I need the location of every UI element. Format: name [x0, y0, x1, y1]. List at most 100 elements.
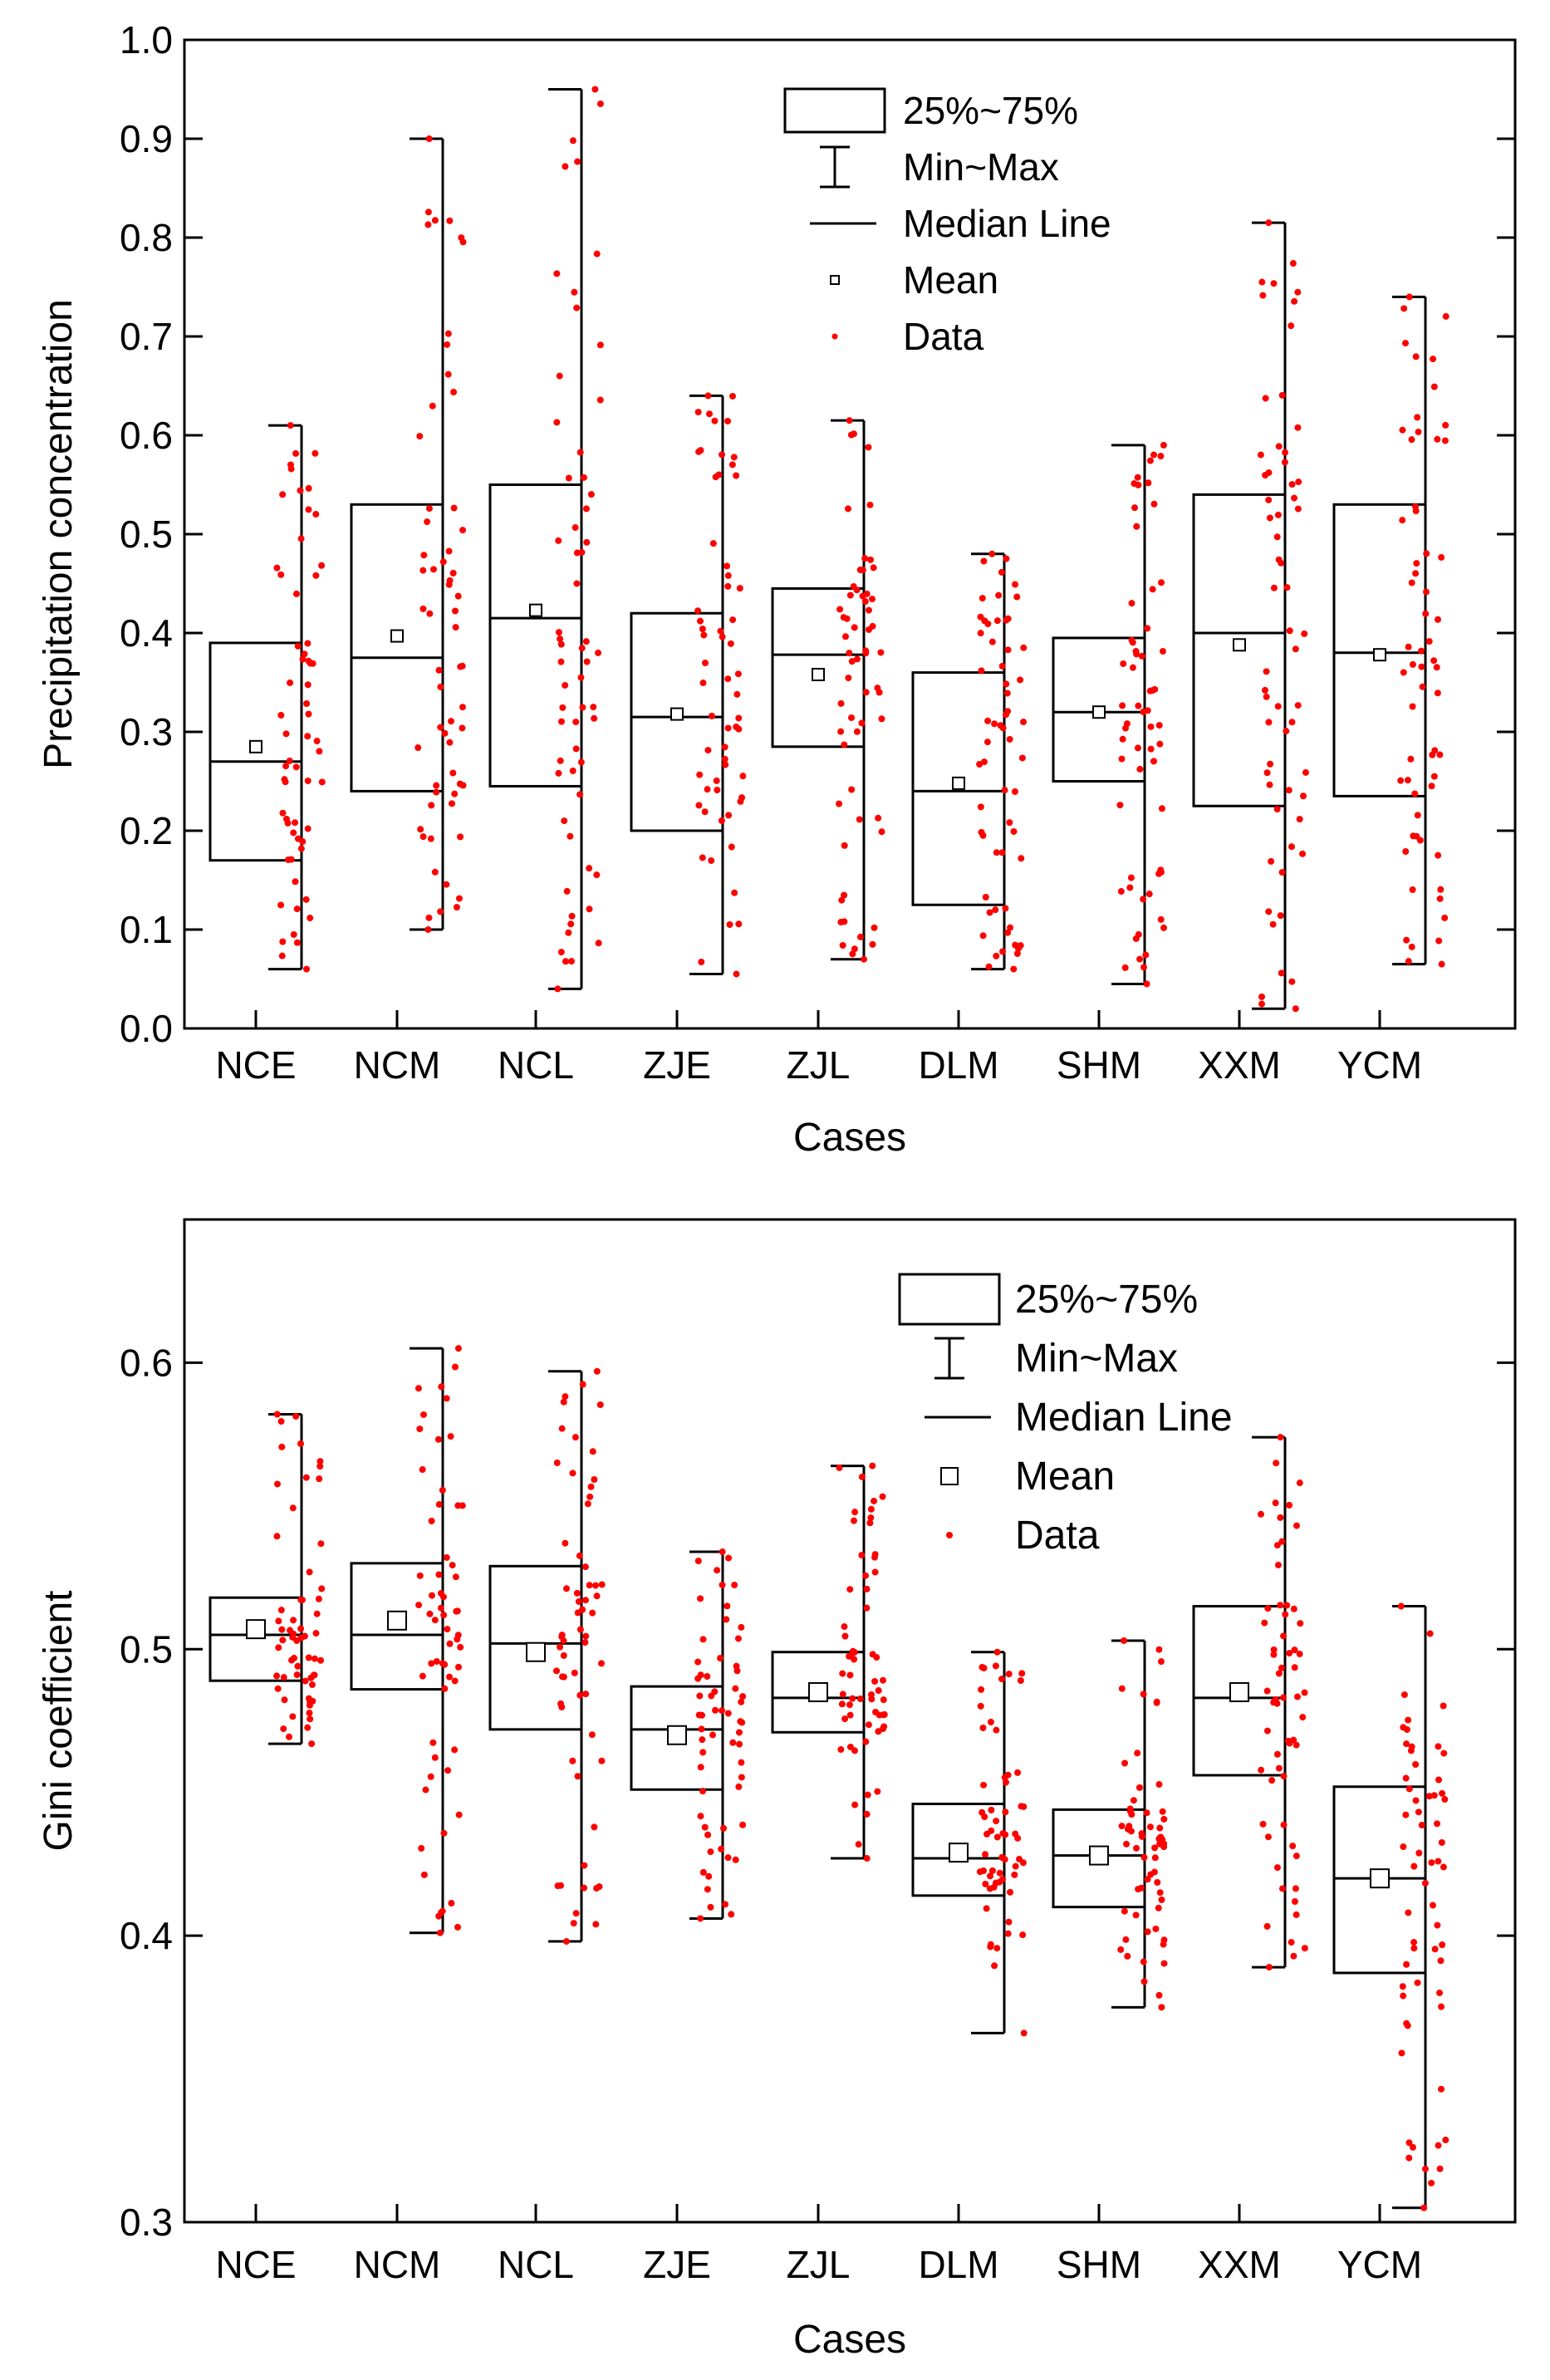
data-point: [1124, 1952, 1131, 1960]
data-point: [582, 638, 590, 645]
data-point: [1438, 2085, 1445, 2093]
data-point: [433, 1658, 440, 1666]
data-point: [1289, 1843, 1297, 1850]
data-point: [695, 1711, 703, 1719]
data-point: [1012, 1862, 1019, 1870]
data-point: [714, 786, 721, 793]
data-point: [865, 1721, 872, 1729]
x-tick-label: SHM: [1057, 1043, 1141, 1087]
data-point: [875, 1686, 882, 1694]
data-point: [1140, 1978, 1148, 1985]
data-point: [433, 782, 440, 789]
data-point: [302, 1677, 309, 1685]
data-point: [853, 655, 861, 663]
data-point: [1131, 504, 1139, 512]
data-point: [587, 1483, 595, 1490]
legend-label: Data: [903, 315, 984, 358]
data-point: [694, 1658, 702, 1666]
data-point: [431, 217, 439, 224]
data-point: [315, 1595, 322, 1602]
data-point: [841, 1715, 849, 1723]
data-point: [1413, 560, 1420, 567]
data-point: [1140, 1958, 1147, 1965]
data-point: [727, 640, 734, 647]
data-point: [597, 1660, 605, 1667]
data-point: [980, 1781, 988, 1789]
data-point: [304, 1724, 311, 1731]
data-point: [1140, 708, 1147, 715]
data-point: [1294, 505, 1302, 513]
data-point: [999, 1829, 1007, 1837]
data-point: [554, 985, 562, 993]
data-point: [836, 606, 844, 613]
data-point: [1160, 1815, 1168, 1823]
data-point: [294, 642, 302, 650]
data-point: [280, 1674, 287, 1681]
data-point: [1403, 1960, 1410, 1968]
gini-coefficient-chart: 0.3 0.4 0.5 0.6 NCE NCM NCL ZJE ZJL DLM SHM XXM YCM C…: [37, 1218, 1517, 2362]
data-point: [845, 675, 852, 682]
data-point: [1270, 584, 1278, 591]
data-point: [1160, 1936, 1168, 1944]
data-point: [865, 444, 872, 451]
data-point: [739, 773, 747, 780]
data-point: [448, 800, 455, 807]
data-point: [723, 1602, 731, 1610]
data-point: [281, 1696, 288, 1704]
data-point: [861, 955, 868, 963]
data-point: [452, 607, 459, 615]
data-point: [1403, 1726, 1410, 1734]
data-point: [1274, 1561, 1282, 1568]
data-point: [863, 1604, 871, 1612]
data-point: [979, 1808, 986, 1816]
data-point: [459, 1502, 466, 1509]
data-point: [694, 607, 702, 615]
data-point: [856, 933, 864, 940]
data-point: [1157, 1833, 1165, 1841]
data-point: [1400, 1843, 1407, 1851]
legend-data-symbol: [946, 1532, 953, 1538]
data-point: [1434, 1921, 1441, 1929]
data-point: [1128, 636, 1136, 644]
data-point: [1118, 755, 1126, 763]
data-point: [304, 640, 311, 647]
data-point: [1434, 1820, 1441, 1828]
data-point: [1135, 702, 1142, 709]
data-point: [979, 595, 986, 602]
data-point: [446, 577, 454, 584]
data-point: [435, 1912, 443, 1920]
data-point: [562, 681, 569, 689]
data-point: [567, 920, 575, 928]
data-point: [277, 711, 285, 719]
data-point: [979, 1663, 986, 1671]
data-point: [729, 616, 737, 624]
data-point: [419, 1672, 426, 1680]
data-point: [874, 685, 881, 692]
data-point: [1415, 1808, 1422, 1816]
data-point: [1258, 993, 1265, 1000]
data-point: [431, 1617, 439, 1624]
data-point: [1151, 1844, 1159, 1852]
data-point: [293, 939, 301, 946]
mean-marker: [949, 1843, 969, 1863]
data-point: [724, 417, 732, 424]
data-point: [853, 728, 861, 735]
data-point: [981, 617, 988, 625]
data-point: [309, 660, 316, 667]
data-point: [709, 540, 717, 547]
data-point: [873, 1654, 880, 1661]
data-point: [1006, 735, 1013, 743]
data-point: [443, 1553, 450, 1561]
data-point: [1291, 1646, 1298, 1654]
data-point: [738, 1774, 745, 1781]
data-point: [1142, 951, 1150, 959]
data-point: [1412, 570, 1420, 577]
data-point: [856, 1695, 864, 1703]
data-point: [1017, 676, 1024, 684]
data-point: [862, 1572, 870, 1579]
data-point: [993, 1648, 1001, 1656]
data-point: [303, 699, 311, 707]
data-point: [1292, 645, 1299, 653]
data-point: [1160, 1960, 1168, 1967]
data-point: [555, 537, 562, 544]
